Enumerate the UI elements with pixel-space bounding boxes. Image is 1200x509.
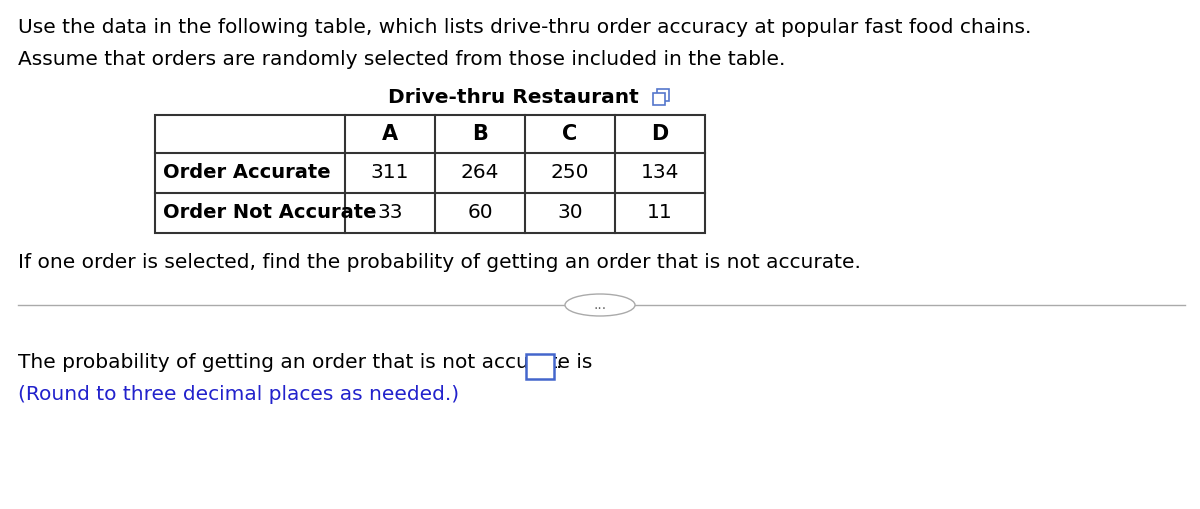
Text: 11: 11 — [647, 204, 673, 222]
Text: Assume that orders are randomly selected from those included in the table.: Assume that orders are randomly selected… — [18, 50, 785, 69]
Text: A: A — [382, 124, 398, 144]
Bar — [653, 93, 665, 105]
Text: The probability of getting an order that is not accurate is: The probability of getting an order that… — [18, 353, 593, 372]
Bar — [658, 89, 670, 101]
Text: Use the data in the following table, which lists drive-thru order accuracy at po: Use the data in the following table, whi… — [18, 18, 1031, 37]
Text: B: B — [472, 124, 488, 144]
Text: 311: 311 — [371, 163, 409, 183]
Bar — [526, 354, 553, 379]
Text: 134: 134 — [641, 163, 679, 183]
Ellipse shape — [565, 294, 635, 316]
Text: Order Accurate: Order Accurate — [163, 163, 331, 183]
Text: C: C — [563, 124, 577, 144]
Text: Drive-thru Restaurant: Drive-thru Restaurant — [388, 88, 638, 107]
Text: Order Not Accurate: Order Not Accurate — [163, 204, 377, 222]
Text: .: . — [556, 353, 562, 372]
Bar — [155, 115, 706, 233]
Text: If one order is selected, find the probability of getting an order that is not a: If one order is selected, find the proba… — [18, 253, 860, 272]
Text: (Round to three decimal places as needed.): (Round to three decimal places as needed… — [18, 385, 460, 404]
Text: 264: 264 — [461, 163, 499, 183]
Text: 33: 33 — [377, 204, 403, 222]
Text: ...: ... — [594, 298, 606, 312]
Text: D: D — [652, 124, 668, 144]
Text: 250: 250 — [551, 163, 589, 183]
Text: 60: 60 — [467, 204, 493, 222]
Text: 30: 30 — [557, 204, 583, 222]
